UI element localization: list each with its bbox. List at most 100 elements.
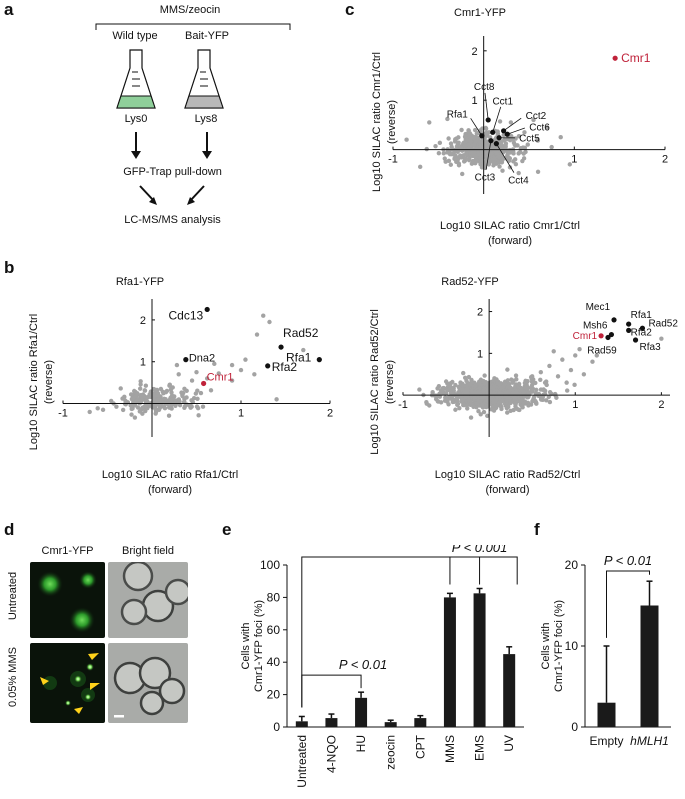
- data-point: [502, 381, 508, 387]
- leader-line: [485, 140, 492, 170]
- y-tick-label: 1: [472, 95, 478, 107]
- data-point: [238, 367, 244, 373]
- data-point: [564, 388, 570, 393]
- data-point: [511, 395, 517, 401]
- category-label: EMS: [473, 735, 487, 761]
- data-point: [558, 135, 563, 140]
- data-point: [522, 380, 528, 386]
- data-point: [496, 159, 501, 165]
- data-point: [573, 353, 578, 358]
- y-tick-label: 10: [565, 639, 579, 653]
- data-point: [516, 133, 522, 139]
- data-point: [109, 398, 114, 404]
- data-point: [463, 143, 468, 148]
- data-point: [100, 407, 106, 413]
- data-point: [155, 399, 160, 404]
- label-cct8: Cct8: [474, 82, 495, 93]
- data-point: [476, 408, 481, 414]
- data-point: [456, 140, 461, 145]
- point-rfa3: [632, 337, 639, 343]
- data-point: [450, 379, 455, 385]
- data-point: [433, 143, 438, 149]
- treatment-label: MMS/zeocin: [159, 4, 221, 16]
- data-point: [417, 387, 422, 392]
- data-point: [525, 142, 530, 147]
- data-point: [507, 147, 513, 153]
- category-label: CPT: [413, 734, 427, 759]
- significance-bracket: [301, 556, 518, 708]
- bar-cpt: [414, 718, 427, 727]
- data-point: [506, 389, 512, 394]
- data-point: [182, 403, 188, 409]
- label-rfa2: Rfa2: [631, 327, 653, 338]
- data-point: [433, 396, 439, 402]
- data-point: [500, 168, 505, 173]
- data-point: [480, 141, 486, 146]
- data-point: [572, 382, 577, 388]
- data-point: [404, 137, 409, 142]
- data-point: [483, 126, 489, 131]
- label-rfa1: Rfa1: [447, 110, 469, 121]
- data-point: [118, 386, 123, 391]
- data-point: [147, 402, 152, 407]
- x-tick-label: -1: [58, 408, 68, 420]
- point-cmr1: [201, 380, 207, 387]
- data-point: [538, 369, 544, 375]
- data-point: [522, 130, 527, 135]
- data-point: [459, 127, 464, 133]
- data-point: [443, 159, 448, 164]
- data-point: [448, 162, 454, 167]
- data-point: [129, 406, 134, 412]
- data-point: [462, 158, 468, 164]
- medium-lys0: Lys0: [124, 113, 148, 125]
- data-point: [477, 139, 482, 144]
- data-point: [448, 141, 454, 146]
- label-msh6: Msh6: [583, 321, 608, 332]
- point-cct1: [490, 129, 496, 135]
- label-cmr1: Cmr1: [207, 371, 234, 383]
- data-point: [464, 151, 469, 156]
- data-point: [158, 386, 164, 392]
- data-point: [514, 389, 519, 394]
- data-point: [195, 396, 200, 401]
- data-point: [555, 374, 561, 379]
- data-point: [478, 412, 483, 417]
- data-point: [577, 346, 582, 352]
- data-point: [486, 384, 491, 389]
- data-point: [430, 389, 435, 395]
- image-brightfield-untreated: [108, 562, 188, 638]
- point-mec1: [611, 317, 617, 323]
- x-tick-label: 1: [238, 408, 244, 420]
- data-point: [482, 373, 487, 378]
- data-point: [143, 403, 148, 409]
- label-cdc13: Cdc13: [168, 308, 203, 322]
- data-point: [499, 139, 504, 144]
- strain-bait-yfp: Bait-YFP: [184, 30, 229, 42]
- data-point: [153, 409, 159, 414]
- data-point: [531, 395, 537, 400]
- data-point: [229, 378, 235, 383]
- data-point: [474, 146, 479, 152]
- data-point: [530, 399, 535, 404]
- bar-untreated: [295, 721, 308, 727]
- data-point: [229, 362, 235, 368]
- label-rad52: Rad52: [648, 318, 678, 329]
- col-label-brightfield: Bright field: [122, 545, 174, 557]
- label-cct5: Cct5: [519, 134, 540, 145]
- label-rfa1: Rfa1: [286, 351, 312, 365]
- image-yfp-untreated: [30, 562, 105, 638]
- ylabel2-cmr1: (reverse): [386, 100, 398, 145]
- data-point: [505, 367, 510, 372]
- data-point: [567, 162, 572, 167]
- data-point: [459, 145, 464, 150]
- data-point: [491, 378, 497, 383]
- data-point: [464, 391, 470, 396]
- data-point: [523, 385, 529, 391]
- data-point: [503, 394, 508, 400]
- data-point: [517, 407, 522, 413]
- point-rfa1: [626, 321, 632, 327]
- data-point: [478, 399, 483, 404]
- data-point: [128, 403, 133, 408]
- y-tick-label: 100: [260, 558, 280, 572]
